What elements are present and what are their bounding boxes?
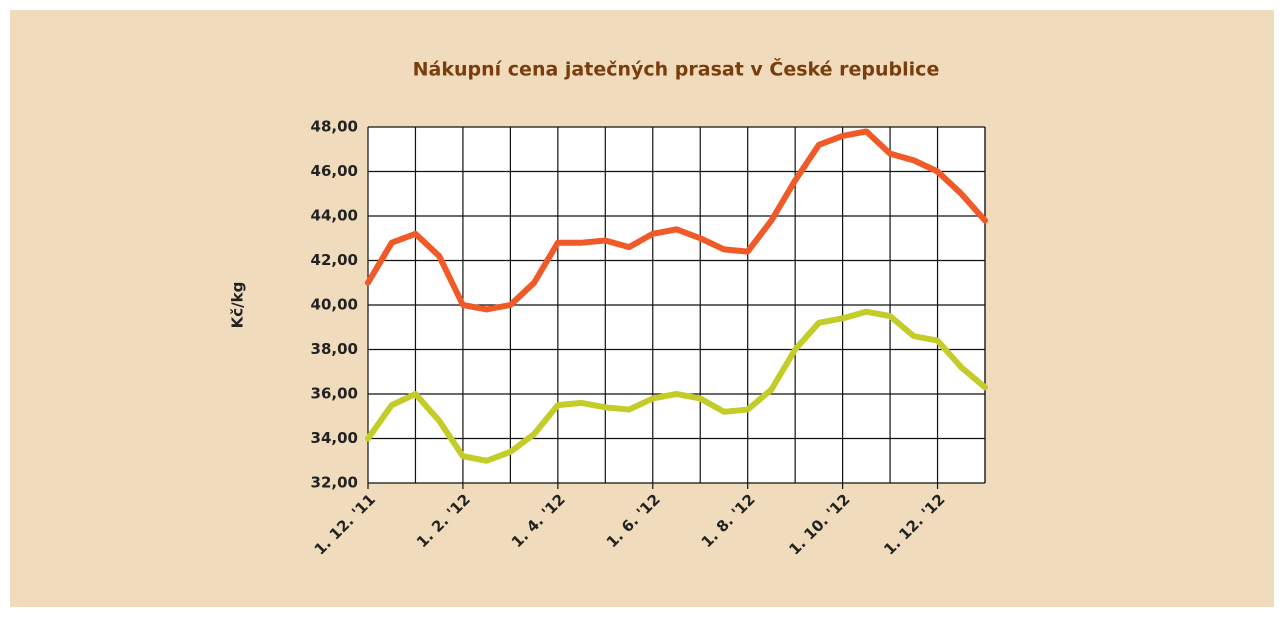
- y-tick-label: 48,00: [311, 118, 358, 136]
- line-series: [365, 308, 988, 464]
- y-tick-label: 40,00: [311, 296, 358, 314]
- y-tick-label: 34,00: [311, 429, 358, 447]
- y-tick-label: 36,00: [311, 385, 358, 403]
- y-tick-label: 46,00: [311, 162, 358, 180]
- y-tick-label: 42,00: [311, 251, 358, 269]
- y-axis-label: Kč/kg: [229, 282, 247, 329]
- y-tick-label: 32,00: [311, 474, 358, 492]
- line-series: [365, 128, 988, 313]
- y-tick-label: 44,00: [311, 207, 358, 225]
- y-tick-label: 38,00: [311, 340, 358, 358]
- chart-title: Nákupní cena jatečných prasat v České re…: [413, 57, 940, 81]
